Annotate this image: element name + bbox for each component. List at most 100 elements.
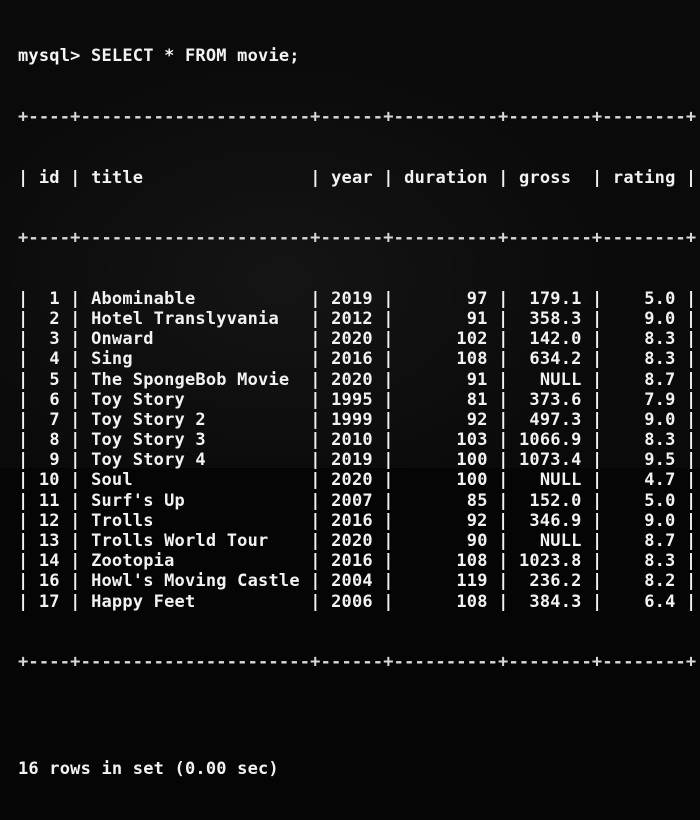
cell-gross: 152.0	[529, 490, 582, 511]
result-summary: 16 rows in set (0.00 sec)	[18, 759, 279, 780]
table-row: | 8 | Toy Story 3 | 2010 | 103 | 1066.9 …	[18, 430, 697, 451]
cell-rating: 8.3	[644, 430, 676, 451]
mysql-prompt: mysql>	[18, 46, 81, 67]
cell-year: 2016	[331, 349, 373, 370]
command-line: mysql> SELECT * FROM movie;	[18, 46, 696, 66]
cell-gross: 358.3	[529, 308, 582, 329]
cell-gross: 497.3	[529, 409, 582, 430]
cell-title: Hotel Translyvania	[91, 308, 279, 329]
table-row: | 7 | Toy Story 2 | 1999 | 92 | 497.3 | …	[18, 409, 697, 430]
cell-year: 2020	[331, 329, 373, 350]
cell-id: 5	[49, 369, 60, 390]
cell-title: Abominable	[91, 288, 196, 309]
table-row: | 4 | Sing | 2016 | 108 | 634.2 | 8.3 |	[18, 349, 697, 370]
table-row: | 1 | Abominable | 2019 | 97 | 179.1 | 5…	[18, 288, 697, 309]
table-row: | 12 | Trolls | 2016 | 92 | 346.9 | 9.0 …	[18, 510, 697, 531]
cell-id: 14	[38, 551, 60, 572]
cell-gross: 346.9	[529, 510, 582, 531]
cell-duration: 108	[456, 349, 488, 370]
table-row: | 3 | Onward | 2020 | 102 | 142.0 | 8.3 …	[18, 329, 697, 350]
cell-id: 2	[49, 308, 60, 329]
cell-id: 3	[49, 329, 60, 350]
table-row: | 9 | Toy Story 4 | 2019 | 100 | 1073.4 …	[18, 450, 697, 471]
cell-year: 2020	[331, 470, 373, 491]
cell-title: Toy Story 4	[91, 450, 206, 471]
cell-title: Soul	[91, 470, 133, 491]
cell-duration: 92	[466, 409, 488, 430]
cell-rating: 8.3	[644, 329, 676, 350]
cell-duration: 108	[456, 551, 488, 572]
cell-rating: 5.0	[644, 490, 676, 511]
cell-gross: 142.0	[529, 329, 582, 350]
column-header-rating: rating	[612, 167, 676, 188]
table-row: | 13 | Trolls World Tour | 2020 | 90 | N…	[18, 531, 697, 552]
cell-gross: 236.2	[529, 571, 582, 592]
cell-rating: 8.2	[644, 571, 676, 592]
cell-id: 8	[49, 430, 60, 451]
cell-title: Onward	[91, 329, 154, 350]
table-border-top: +----+----------------------+------+----…	[18, 107, 697, 127]
cell-id: 13	[38, 531, 60, 552]
cell-year: 2016	[331, 551, 373, 572]
mysql-terminal[interactable]: mysql> SELECT * FROM movie; +----+------…	[18, 6, 696, 820]
cell-year: 2006	[331, 591, 373, 612]
cell-id: 6	[49, 389, 60, 410]
cell-id: 11	[38, 490, 60, 511]
table-row: | 17 | Happy Feet | 2006 | 108 | 384.3 |…	[18, 591, 697, 612]
spacer	[18, 713, 696, 719]
cell-id: 9	[49, 450, 60, 471]
cell-title: Zootopia	[91, 551, 175, 572]
cell-id: 4	[49, 349, 60, 370]
cell-gross: 373.6	[529, 389, 582, 410]
cell-duration: 85	[466, 490, 488, 511]
column-header-year: year	[331, 167, 373, 188]
cell-duration: 100	[456, 450, 488, 471]
cell-title: Happy Feet	[91, 591, 196, 612]
sql-command: SELECT * FROM movie;	[91, 46, 300, 67]
cell-duration: 90	[466, 531, 488, 552]
column-header-id: id	[38, 167, 60, 188]
cell-duration: 81	[466, 389, 488, 410]
cell-gross: NULL	[539, 470, 582, 491]
table-row: | 5 | The SpongeBob Movie | 2020 | 91 | …	[18, 369, 697, 390]
terminal-screen: mysql> SELECT * FROM movie; +----+------…	[0, 0, 700, 779]
cell-rating: 8.3	[644, 551, 676, 572]
cell-duration: 97	[466, 288, 488, 309]
cell-gross: NULL	[539, 369, 582, 390]
cell-rating: 5.0	[644, 288, 676, 309]
cell-rating: 9.0	[644, 510, 676, 531]
table-header-row: | id | title | year | duration | gross |…	[18, 167, 697, 188]
cell-rating: 7.9	[644, 389, 676, 410]
cell-title: Sing	[91, 349, 133, 370]
cell-duration: 103	[456, 430, 488, 451]
cell-duration: 100	[456, 470, 488, 491]
table-row: | 16 | Howl's Moving Castle | 2004 | 119…	[18, 571, 697, 592]
cell-title: Trolls World Tour	[91, 531, 269, 552]
cell-id: 16	[38, 571, 60, 592]
cell-duration: 102	[456, 329, 488, 350]
cell-rating: 9.5	[644, 450, 676, 471]
cell-gross: 384.3	[529, 591, 582, 612]
cell-year: 1995	[331, 389, 373, 410]
cell-year: 2020	[331, 369, 373, 390]
cell-year: 2004	[331, 571, 373, 592]
cell-duration: 91	[466, 369, 488, 390]
table-row: | 14 | Zootopia | 2016 | 108 | 1023.8 | …	[18, 551, 697, 572]
table-row: | 2 | Hotel Translyvania | 2012 | 91 | 3…	[18, 308, 697, 329]
cell-year: 2010	[331, 430, 373, 451]
table-body: | 1 | Abominable | 2019 | 97 | 179.1 | 5…	[18, 289, 696, 612]
table-border-header: +----+----------------------+------+----…	[18, 228, 697, 249]
cell-title: Toy Story 3	[91, 430, 206, 451]
cell-year: 2012	[331, 308, 373, 329]
table-row: | 6 | Toy Story | 1995 | 81 | 373.6 | 7.…	[18, 389, 697, 410]
cell-gross: NULL	[539, 531, 582, 552]
cell-title: Trolls	[91, 510, 154, 531]
cell-rating: 8.7	[644, 531, 676, 552]
cell-gross: 179.1	[529, 288, 582, 309]
cell-rating: 9.0	[644, 308, 676, 329]
cell-duration: 92	[466, 510, 488, 531]
cell-duration: 91	[466, 308, 488, 329]
cell-gross: 1073.4	[518, 450, 582, 471]
column-header-title: title	[91, 167, 144, 188]
column-header-duration: duration	[404, 167, 488, 188]
